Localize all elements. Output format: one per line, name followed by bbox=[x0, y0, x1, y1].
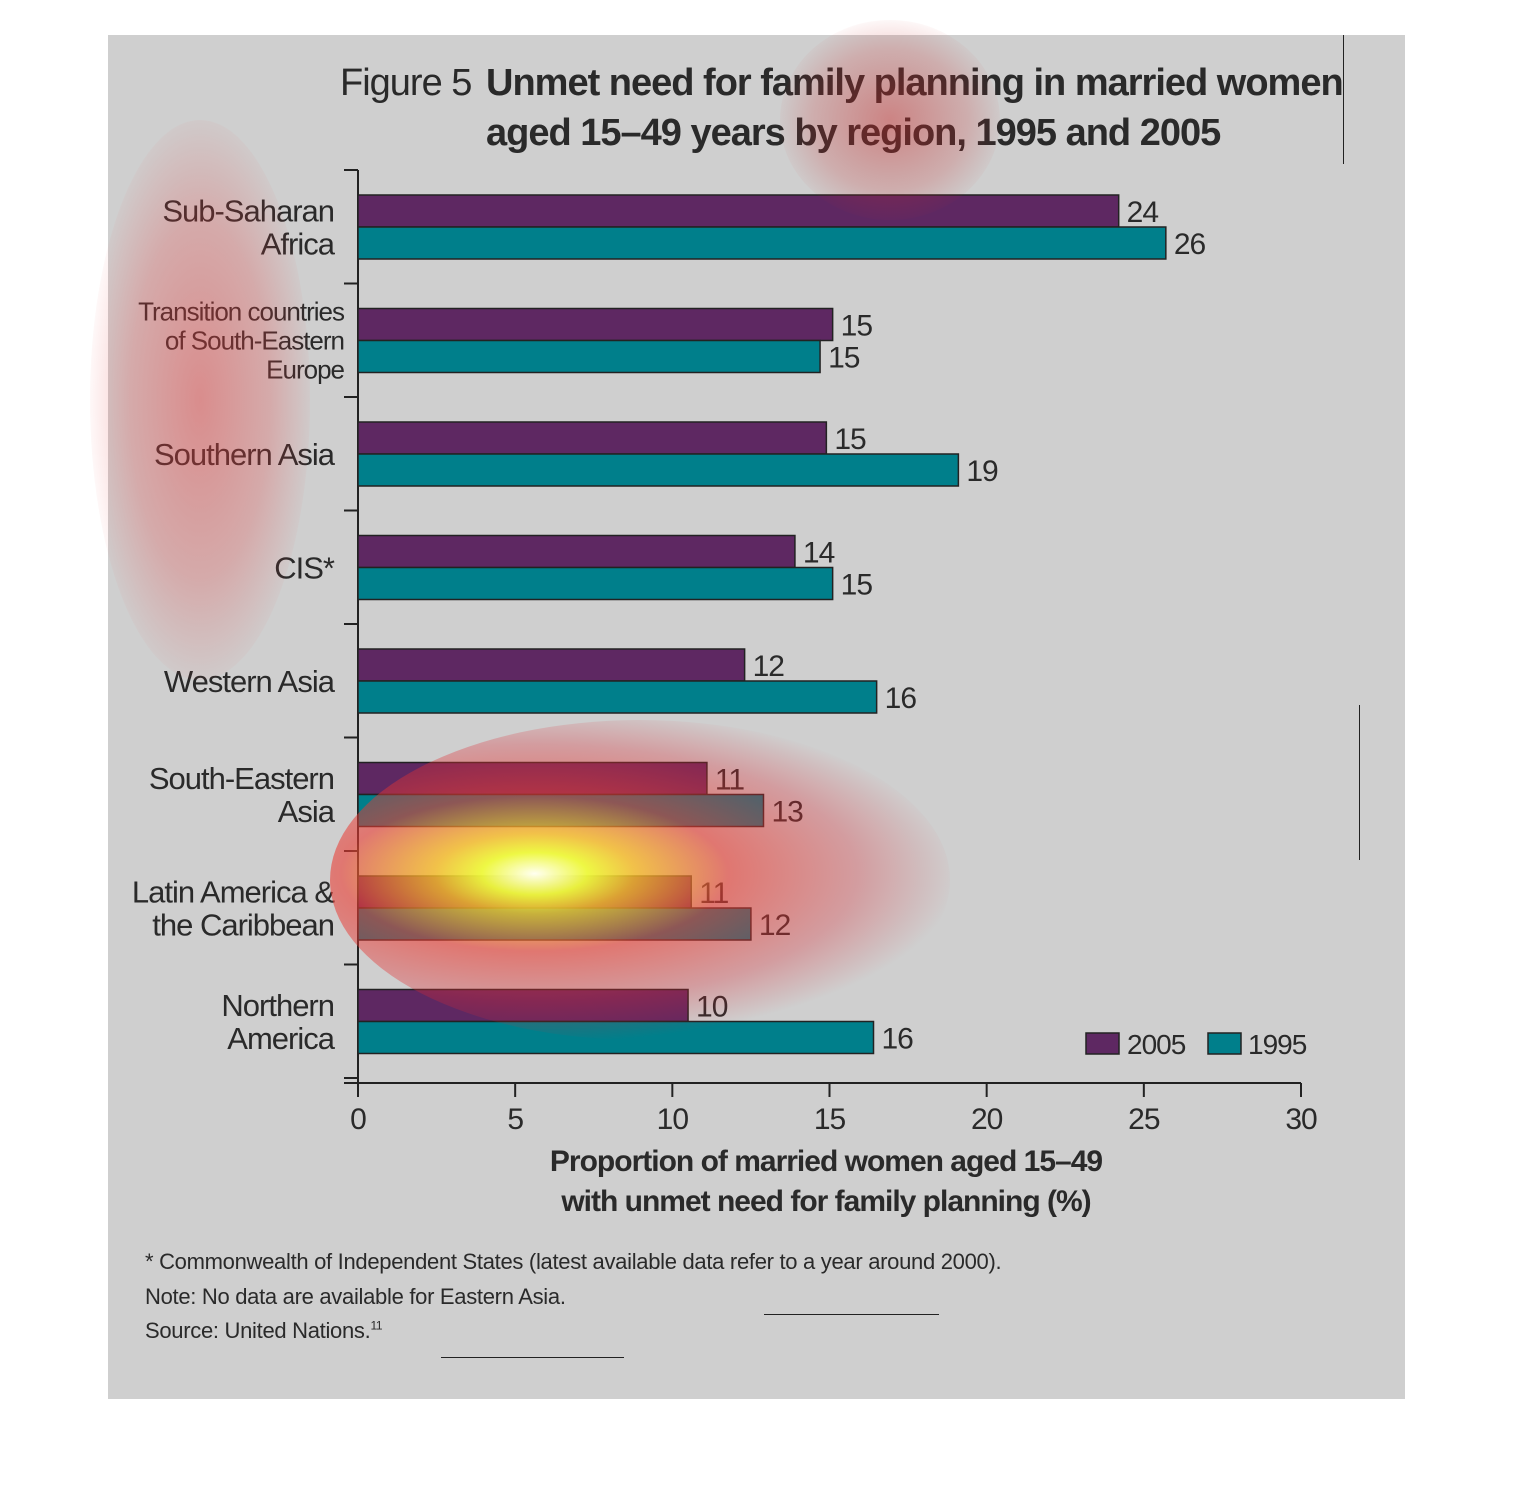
category-label: Northern bbox=[221, 988, 334, 1023]
bar-1995 bbox=[357, 453, 960, 487]
category-label: Europe bbox=[266, 355, 344, 385]
legend-swatch-1995 bbox=[1207, 1032, 1242, 1055]
bar-2005 bbox=[357, 194, 1120, 228]
category-label: Asia bbox=[278, 794, 336, 829]
legend-swatch-2005 bbox=[1085, 1032, 1120, 1055]
category-label: CIS* bbox=[274, 550, 335, 585]
title-line-1: Unmet need for family planning in marrie… bbox=[486, 62, 1344, 104]
category-label: of South-Eastern bbox=[165, 326, 344, 356]
category-label: Transition countries bbox=[138, 297, 345, 327]
footnote-note: Note: No data are available for Eastern … bbox=[145, 1284, 566, 1309]
legend-label-1995: 1995 bbox=[1248, 1029, 1307, 1060]
bar-1995 bbox=[357, 226, 1167, 260]
bar-value-label: 14 bbox=[803, 537, 835, 570]
x-tick-label: 0 bbox=[350, 1103, 366, 1136]
bar-2005 bbox=[357, 988, 689, 1023]
bar-1995 bbox=[357, 1020, 875, 1055]
bar-value-label: 15 bbox=[828, 342, 860, 375]
x-tick-label: 20 bbox=[971, 1103, 1003, 1136]
category-label: America bbox=[227, 1021, 335, 1056]
category-label: Western Asia bbox=[164, 664, 336, 699]
footnote-cis: * Commonwealth of Independent States (la… bbox=[145, 1249, 1002, 1274]
bar-value-label: 15 bbox=[841, 310, 873, 343]
category-label: the Caribbean bbox=[152, 907, 334, 942]
x-tick-label: 10 bbox=[657, 1103, 689, 1136]
bar-value-label: 16 bbox=[882, 1023, 914, 1056]
bar-value-label: 16 bbox=[885, 682, 917, 715]
x-tick-label: 5 bbox=[507, 1103, 523, 1136]
bar-value-label: 15 bbox=[841, 569, 873, 602]
x-axis-label: with unmet need for family planning (%) bbox=[560, 1185, 1090, 1218]
source-reference: 11 bbox=[370, 1318, 383, 1333]
bar-1995 bbox=[357, 907, 752, 941]
x-tick-label: 15 bbox=[814, 1103, 846, 1136]
bar-value-label: 12 bbox=[759, 909, 791, 942]
x-tick-label: 25 bbox=[1128, 1103, 1160, 1136]
bar-value-label: 12 bbox=[753, 650, 785, 683]
bar-value-label: 13 bbox=[771, 796, 803, 829]
bar-value-label: 11 bbox=[699, 877, 728, 910]
bar-value-label: 15 bbox=[834, 423, 866, 456]
bar-1995 bbox=[357, 566, 834, 601]
category-label: South-Eastern bbox=[149, 761, 334, 796]
bar-2005 bbox=[357, 534, 796, 569]
bar-2005 bbox=[357, 761, 708, 796]
bar-1995 bbox=[357, 339, 821, 374]
bar-1995 bbox=[357, 680, 878, 714]
figure-label: Figure 5 bbox=[340, 62, 472, 104]
footnote-source: Source: United Nations.11 bbox=[145, 1318, 383, 1344]
category-label: Sub-Saharan bbox=[162, 193, 334, 228]
category-label: Africa bbox=[261, 226, 336, 261]
bar-value-label: 24 bbox=[1127, 196, 1159, 229]
decor-rule-source bbox=[441, 1357, 624, 1358]
decor-rule-top bbox=[1343, 35, 1344, 164]
bar-2005 bbox=[357, 307, 834, 342]
decor-rule-note bbox=[764, 1314, 939, 1315]
bar-2005 bbox=[357, 648, 746, 682]
figure-panel bbox=[108, 35, 1405, 1399]
bar-1995 bbox=[357, 793, 765, 828]
bar-2005 bbox=[357, 875, 692, 909]
source-text: Source: United Nations. bbox=[145, 1318, 371, 1343]
bar-value-label: 11 bbox=[715, 764, 744, 797]
legend-label-2005: 2005 bbox=[1127, 1029, 1186, 1060]
x-axis-label: Proportion of married women aged 15–49 bbox=[550, 1145, 1102, 1178]
x-tick-label: 30 bbox=[1285, 1103, 1317, 1136]
category-label: Southern Asia bbox=[154, 437, 336, 472]
bar-value-label: 26 bbox=[1174, 228, 1206, 261]
decor-rule-right bbox=[1359, 705, 1360, 860]
bar-value-label: 19 bbox=[966, 455, 998, 488]
category-label: Latin America & bbox=[132, 874, 335, 909]
bar-2005 bbox=[357, 421, 828, 455]
bar-value-label: 10 bbox=[696, 991, 728, 1024]
title-line-2: aged 15–49 years by region, 1995 and 200… bbox=[486, 112, 1221, 154]
